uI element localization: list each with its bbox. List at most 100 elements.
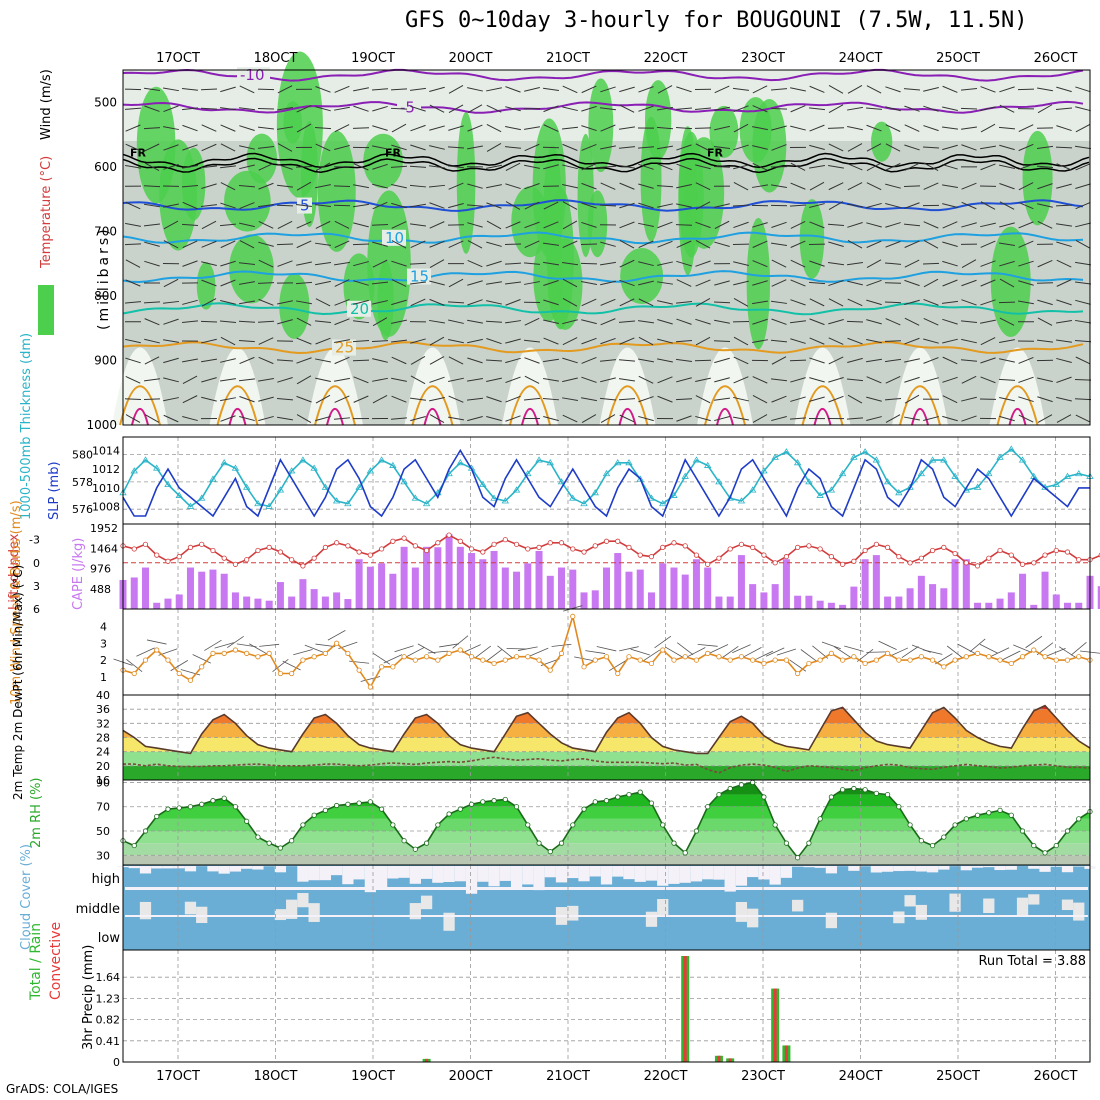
cape-tick-label: 488 bbox=[90, 583, 111, 596]
cape-bar bbox=[1007, 592, 1015, 609]
wind-barb bbox=[163, 318, 179, 325]
wind-barb bbox=[771, 318, 787, 325]
high-cloud-gap bbox=[409, 866, 421, 884]
wind-barb bbox=[942, 144, 958, 151]
wind-barb bbox=[258, 378, 274, 382]
thickness-line-point bbox=[1052, 480, 1060, 488]
cape-bar bbox=[861, 559, 869, 609]
wind-barb bbox=[144, 318, 160, 326]
wind-barb bbox=[999, 183, 1015, 190]
wind-barb bbox=[638, 163, 654, 170]
lifted-index-line-point bbox=[727, 546, 733, 552]
high-cloud-gap bbox=[780, 866, 793, 878]
wind-barb bbox=[828, 298, 844, 307]
wind-barb bbox=[1037, 87, 1053, 92]
wind-barb bbox=[277, 376, 293, 383]
wind-speed-line-point bbox=[1053, 657, 1059, 663]
wind-barb bbox=[257, 282, 275, 284]
wind-axis-label: 10m Wind Speed & Barbs (m/s) bbox=[9, 500, 24, 705]
lifted-index-line-point bbox=[187, 544, 194, 551]
wind-barb bbox=[638, 222, 654, 228]
cape-bar bbox=[378, 563, 386, 609]
cloud-layer-label: low bbox=[98, 931, 121, 946]
wind-barb bbox=[410, 105, 426, 112]
rh-moist-blob bbox=[709, 105, 739, 158]
rh-2m-line-point bbox=[165, 806, 171, 812]
wind-barb bbox=[619, 279, 635, 287]
wind-barb bbox=[961, 279, 977, 287]
wind-barb bbox=[828, 319, 844, 325]
lifted-index-line-point bbox=[513, 541, 520, 547]
wind-barb bbox=[124, 243, 142, 246]
wind-speed-line-point bbox=[626, 654, 632, 660]
wind-barb bbox=[239, 202, 255, 210]
wind-barb bbox=[258, 356, 274, 365]
cape-bar bbox=[974, 602, 982, 609]
wind-barb bbox=[315, 262, 331, 266]
thickness-line-point bbox=[670, 491, 678, 498]
high-cloud-gap bbox=[151, 866, 163, 869]
wind-barb bbox=[600, 86, 616, 93]
isotherm-label-bg bbox=[332, 339, 356, 356]
mid-cloud-cell bbox=[792, 899, 804, 912]
wind-barb bbox=[866, 259, 882, 268]
rh-moist-blob bbox=[224, 170, 271, 232]
surface-wind-barb bbox=[630, 648, 650, 656]
wind-speed-line-point bbox=[412, 657, 418, 663]
wind-barb bbox=[885, 124, 901, 132]
wind-barb bbox=[714, 145, 730, 149]
bottom-date-label: 26OCT bbox=[1034, 1069, 1078, 1084]
wind-speed-line-point bbox=[941, 664, 947, 670]
high-cloud-gap bbox=[994, 866, 1006, 871]
rh-tick-label: 50 bbox=[96, 825, 110, 838]
wind-barb bbox=[999, 144, 1015, 151]
wind-barb bbox=[277, 85, 293, 94]
cloud-layer-label: middle bbox=[76, 902, 120, 917]
rh-2m-line-point bbox=[907, 822, 913, 828]
wind-barb bbox=[752, 339, 768, 343]
wind-barb bbox=[1075, 414, 1091, 423]
wind-barb bbox=[809, 221, 825, 229]
high-cloud-gap bbox=[915, 866, 927, 872]
wind-barb bbox=[372, 317, 388, 327]
wind-barb bbox=[220, 202, 236, 209]
high-cloud-gap bbox=[668, 866, 680, 884]
wind-barb bbox=[239, 85, 255, 94]
cape-bar bbox=[276, 582, 284, 609]
wind-barb bbox=[885, 375, 901, 384]
freezing-level-line-2 bbox=[122, 157, 1090, 174]
lifted-index-line-point bbox=[266, 544, 272, 551]
cape-bar bbox=[647, 592, 655, 609]
wind-barb bbox=[429, 221, 445, 229]
wind-barb bbox=[903, 223, 921, 227]
isotherm-35-loop bbox=[716, 407, 734, 426]
wind-barb bbox=[960, 320, 978, 324]
wind-barb bbox=[1056, 396, 1072, 402]
wind-barb bbox=[1075, 222, 1091, 228]
wind-barb bbox=[524, 281, 540, 285]
wind-speed-line-point bbox=[997, 657, 1003, 663]
wind-barb bbox=[219, 320, 237, 323]
wind-barb bbox=[714, 125, 730, 131]
wind-barb bbox=[619, 240, 635, 249]
wind-barb bbox=[1037, 317, 1053, 326]
wind-barb bbox=[847, 203, 863, 208]
wind-barb bbox=[942, 126, 958, 130]
surface-wind-barb bbox=[844, 645, 864, 652]
wind-barb bbox=[524, 87, 540, 92]
wind-barb bbox=[999, 339, 1015, 344]
cape-bar bbox=[1064, 602, 1072, 609]
thickness-line-point bbox=[569, 494, 577, 501]
lifted-index-line-point bbox=[199, 541, 205, 547]
wind-barb bbox=[486, 124, 502, 133]
high-cloud-gap bbox=[702, 866, 714, 880]
wind-barb bbox=[163, 144, 179, 151]
wind-barb bbox=[505, 201, 521, 210]
wind-barb bbox=[961, 338, 977, 344]
lifted-index-line-point bbox=[840, 561, 846, 567]
wind-barb bbox=[181, 223, 199, 226]
cape-bar bbox=[670, 567, 678, 609]
wind-speed-line-point bbox=[356, 667, 362, 673]
slp-tick-label: 1008 bbox=[92, 501, 120, 514]
wind-barb bbox=[391, 184, 407, 189]
